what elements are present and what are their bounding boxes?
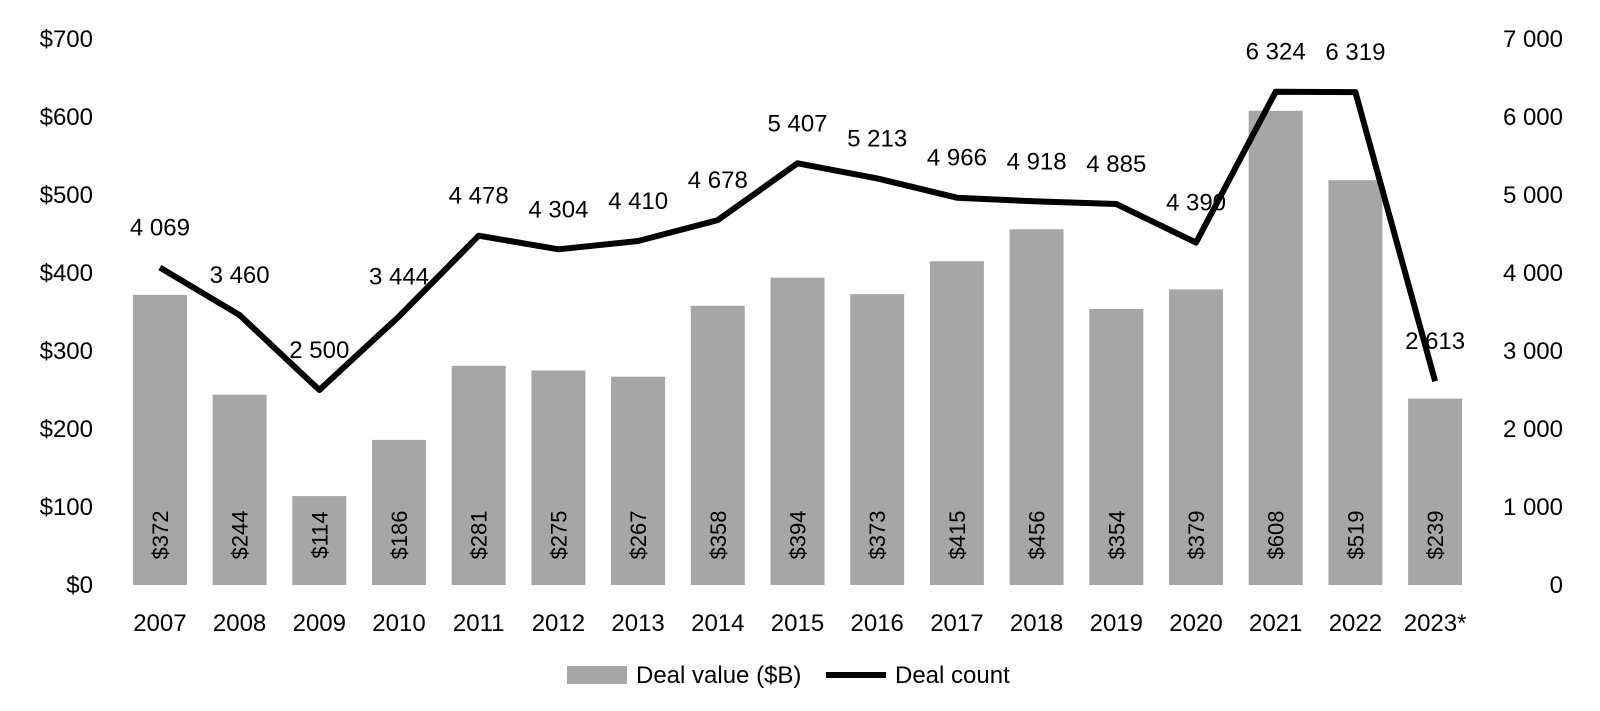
legend-swatch-deal-value: [567, 666, 627, 684]
x-tick-label: 2008: [213, 610, 266, 637]
line-label-2022: 6 319: [1325, 39, 1385, 66]
bar-2007: [132, 294, 187, 585]
left-y-axis: $0 $100 $200 $300 $400 $500 $600 $700: [40, 26, 93, 599]
legend-label-deal-count: Deal count: [895, 662, 1010, 689]
bar-2008: [212, 394, 267, 585]
line-label-2013: 4 410: [608, 188, 668, 215]
line-label-2007: 4 069: [130, 215, 190, 242]
bar-label-2018: $456: [1025, 511, 1050, 560]
line-label-2015: 5 407: [767, 110, 827, 137]
x-tick-label: 2014: [691, 610, 744, 637]
bar-2016: [850, 294, 905, 585]
legend-label-deal-value: Deal value ($B): [636, 662, 801, 689]
left-tick-label: $500: [40, 182, 93, 209]
bar-label-2022: $519: [1343, 511, 1368, 560]
left-tick-label: $400: [40, 260, 93, 287]
line-label-2019: 4 885: [1086, 151, 1146, 178]
x-tick-label: 2019: [1090, 610, 1143, 637]
bar-label-2015: $394: [786, 511, 811, 560]
right-tick-label: 5 000: [1503, 182, 1563, 209]
x-tick-label: 2015: [771, 610, 824, 637]
x-tick-label: 2010: [372, 610, 425, 637]
right-y-axis: 0 1 000 2 000 3 000 4 000 5 000 6 000 7 000: [1503, 26, 1563, 599]
x-tick-label: 2021: [1249, 610, 1302, 637]
bar-data-labels: $372 $244 $114 $186 $281 $275 $267 $358 $394 $373…: [148, 511, 1448, 560]
bar-label-2013: $267: [626, 511, 651, 560]
bar-series-deal-value: [132, 110, 1463, 586]
line-label-2018: 4 918: [1007, 148, 1067, 175]
x-tick-label: 2013: [611, 610, 664, 637]
right-tick-label: 1 000: [1503, 494, 1563, 521]
right-tick-label: 0: [1550, 572, 1563, 599]
x-tick-label: 2016: [851, 610, 904, 637]
bar-2009: [292, 496, 347, 585]
bar-label-2017: $415: [945, 511, 970, 560]
line-label-2016: 5 213: [847, 125, 907, 152]
bar-2022: [1328, 180, 1383, 585]
bar-2020: [1169, 289, 1223, 585]
x-tick-label: 2018: [1010, 610, 1063, 637]
bar-label-2020: $379: [1184, 511, 1209, 560]
line-label-2021: 6 324: [1246, 39, 1306, 66]
left-tick-label: $700: [40, 26, 93, 53]
line-label-2009: 2 500: [289, 337, 349, 364]
left-tick-label: $100: [40, 494, 93, 521]
right-tick-label: 7 000: [1503, 26, 1563, 53]
line-label-2008: 3 460: [210, 262, 270, 289]
bar-2018: [1009, 229, 1064, 586]
line-label-2010: 3 444: [369, 263, 429, 290]
bar-label-2023*: $239: [1423, 511, 1448, 560]
bar-label-2008: $244: [228, 511, 253, 560]
bar-2021: [1248, 110, 1303, 586]
left-tick-label: $600: [40, 104, 93, 131]
bar-label-2014: $358: [706, 511, 731, 560]
line-label-2017: 4 966: [927, 145, 987, 172]
x-tick-label: 2007: [133, 610, 186, 637]
left-tick-label: $200: [40, 416, 93, 443]
right-tick-label: 4 000: [1503, 260, 1563, 287]
bar-2011: [451, 365, 506, 585]
line-data-labels: 4 069 3 460 2 500 3 444 4 478 4 304 4 410 4 678…: [130, 39, 1465, 364]
bar-label-2016: $373: [865, 511, 890, 560]
bar-2014: [690, 305, 745, 585]
right-tick-label: 6 000: [1503, 104, 1563, 131]
line-label-2012: 4 304: [528, 196, 588, 223]
x-tick-label: 2012: [532, 610, 585, 637]
x-tick-label: 2011: [453, 610, 505, 637]
bar-label-2021: $608: [1264, 511, 1289, 560]
line-label-2023*: 2 613: [1405, 328, 1465, 355]
right-tick-label: 3 000: [1503, 338, 1563, 365]
x-tick-label: 2009: [293, 610, 346, 637]
line-label-2020: 4 390: [1166, 190, 1226, 217]
left-tick-label: $0: [66, 572, 93, 599]
bar-label-2010: $186: [387, 511, 412, 560]
bar-2017: [929, 261, 984, 585]
line-label-2014: 4 678: [688, 167, 748, 194]
x-axis: 2007 2008 2009 2010 2011 2012 2013 2014 2015 2016…: [133, 610, 1466, 637]
bar-label-2011: $281: [467, 511, 492, 560]
bar-2015: [770, 277, 825, 585]
bar-label-2009: $114: [307, 511, 332, 558]
x-tick-label: 2020: [1169, 610, 1222, 637]
x-tick-label: 2023*: [1404, 610, 1467, 637]
x-tick-label: 2022: [1329, 610, 1382, 637]
bar-2013: [611, 376, 666, 585]
left-tick-label: $300: [40, 338, 93, 365]
bar-label-2012: $275: [546, 511, 571, 560]
bar-label-2019: $354: [1104, 511, 1129, 560]
legend: Deal value ($B) Deal count: [567, 662, 1010, 689]
bar-2023*: [1408, 398, 1463, 585]
bar-2012: [531, 370, 586, 585]
line-label-2011: 4 478: [449, 183, 509, 210]
x-tick-label: 2017: [930, 610, 983, 637]
line-series-deal-count: [158, 88, 1438, 393]
bar-2010: [372, 439, 426, 585]
right-tick-label: 2 000: [1503, 416, 1563, 443]
bar-2019: [1089, 308, 1144, 585]
bar-label-2007: $372: [148, 511, 173, 560]
deal-count-line: [158, 88, 1438, 393]
